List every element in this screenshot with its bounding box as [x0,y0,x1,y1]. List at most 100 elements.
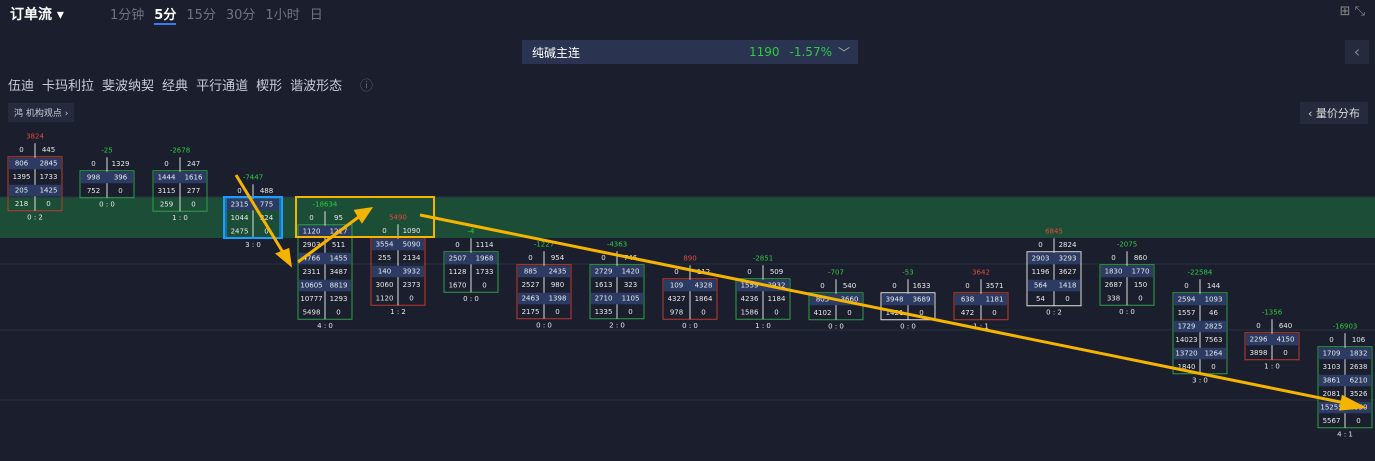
bid: 3060 [376,281,394,289]
cell-bg [299,252,351,265]
timeframes: 1分钟 5分 15分 30分 1小时日 [110,4,323,25]
symbol-bar[interactable]: 纯碱主连 1190 -1.57% ﹀ [522,40,858,64]
bid: 805 [816,296,829,304]
ask: 488 [260,187,273,195]
cell-bg [299,225,351,238]
timeframe[interactable]: 15分 [186,8,216,23]
bid: 0 [19,146,23,154]
ask: 1090 [403,227,421,235]
timeframe[interactable]: 1分钟 [110,8,145,23]
window-icons[interactable]: ⊞ ⤡ [1339,4,1365,19]
ask: 0 [992,309,996,317]
tool[interactable]: 谐波形态 [290,79,343,94]
arrows [234,174,1368,411]
ask: 3293 [1059,255,1077,263]
tool[interactable]: 伍迪 [8,79,35,94]
ask: 6210 [1350,377,1368,385]
ask: 1420 [622,268,640,276]
tool[interactable]: 楔形 [256,79,283,94]
cell-bg [591,265,643,278]
bid: 1044 [231,214,249,222]
bid: 2729 [595,268,613,276]
bid: 1557 [1178,309,1196,317]
bid: 0 [382,227,386,235]
ask: 3932 [768,282,786,290]
cell-bg [372,238,424,251]
delta: -2678 [170,147,190,155]
delta: -2851 [753,255,773,263]
bid: 3115 [158,187,176,195]
timeframe[interactable]: 30分 [225,8,256,23]
timeframe[interactable]: 日 [309,8,323,23]
bid: 2507 [449,255,467,263]
bid: 2081 [1323,390,1341,398]
help[interactable]: ⓘ [360,79,374,94]
bid: 1729 [1178,323,1196,331]
bid: 0 [674,268,678,276]
bid: 752 [87,187,100,195]
tool[interactable]: 平行通道 [196,79,249,94]
ask: 509 [770,268,783,276]
bid: 2710 [595,295,613,303]
bid: 1613 [595,281,613,289]
ask: 8819 [330,282,348,290]
ask: 1425 [40,187,58,195]
views-button[interactable]: 鸿 机构观点 › [8,103,75,122]
tool[interactable]: 斐波纳契 [102,79,155,94]
bid: 1709 [1323,350,1341,358]
ask: 324 [260,214,274,222]
bid: 338 [1107,295,1120,303]
ask: 3526 [1350,390,1368,398]
symbol: 纯碱主连 [532,45,581,60]
ask: 144 [1207,282,1221,290]
ask: 0 [1138,295,1142,303]
ask: 3627 [1059,268,1077,276]
ask: 323 [624,281,637,289]
timeframe[interactable]: 1小时 [265,8,300,23]
ask: 3932 [403,268,421,276]
title[interactable]: 订单流 ▾ [10,7,64,23]
bid: 2296 [1250,336,1268,344]
arrow-head [275,247,293,268]
bid: 10605 [300,282,322,290]
tools: 伍迪 卡玛利拉 斐波纳契 经典 平行通道 楔形 谐波形态 [8,75,350,94]
bid: 2311 [303,268,321,276]
views-text: 机构观点 [25,109,62,119]
cell-bg [9,184,61,197]
delta: 890 [683,255,696,263]
collapse[interactable]: ‹ [1345,40,1369,64]
bid: 1421 [886,309,904,317]
ratio: 3 : 0 [245,241,261,249]
cell-bg [1246,333,1298,346]
bid: 2463 [522,295,540,303]
title-text: 订单流 [10,7,52,23]
bid: 1196 [1032,268,1050,276]
cell-bg [154,171,206,184]
bid: 2315 [231,201,249,209]
bid: 0 [455,241,459,249]
ask: 1832 [1350,350,1368,358]
bid: 140 [378,268,391,276]
timeframe[interactable]: 5分 [154,4,177,25]
bid: 15255 [1320,404,1342,412]
ratio: 2 : 0 [609,322,625,330]
bid: 638 [961,296,974,304]
profile-button[interactable]: ‹ 量价分布 [1300,102,1368,124]
delta: 3824 [26,133,44,141]
cell-bg [882,293,934,306]
ask: 3571 [986,282,1004,290]
delta: -16903 [1333,323,1358,331]
bid: 564 [1034,282,1048,290]
ask: 0 [1211,363,1215,371]
bid: 3898 [1250,349,1268,357]
cell-bg [1174,293,1226,306]
delta: -22584 [1188,269,1213,277]
tool[interactable]: 卡玛利拉 [42,79,95,94]
tool[interactable]: 经典 [162,79,189,94]
ask: 1733 [476,268,494,276]
ask: 0 [46,200,50,208]
ratio: 1 : 0 [1264,363,1280,371]
ask: 1968 [476,255,494,263]
bid: 0 [237,187,241,195]
